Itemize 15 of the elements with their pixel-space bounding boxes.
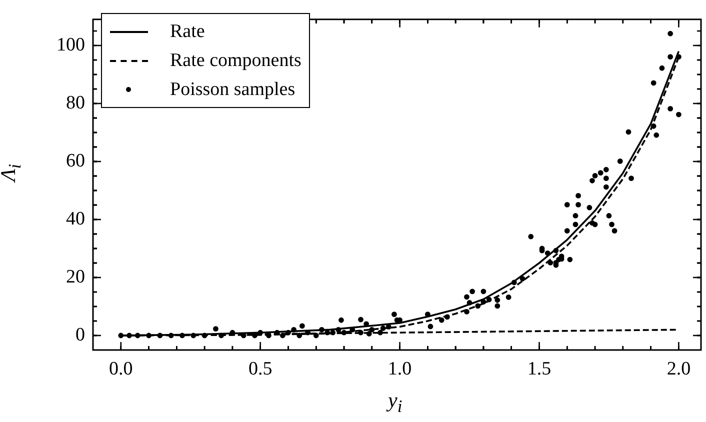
x-tick-label: 1.5 — [527, 358, 552, 380]
x-tick-label: 0.5 — [248, 358, 272, 380]
y-tick-label: 100 — [56, 34, 85, 56]
y-tick-label: 20 — [66, 266, 85, 288]
y-tick-label: 80 — [66, 92, 85, 114]
x-tick-label: 2.0 — [666, 358, 691, 380]
x-tick-label: 0.0 — [109, 358, 133, 380]
x-axis-title: y$_{i}$ — [388, 388, 402, 418]
y-tick-label: 60 — [66, 150, 85, 172]
legend-label: Rate components — [170, 50, 302, 72]
y-tick-label: 0 — [76, 324, 85, 346]
legend-label: Poisson samples — [170, 78, 296, 100]
legend-label: Rate — [170, 20, 205, 42]
y-tick-label: 40 — [66, 208, 85, 230]
x-tick-label: 1.0 — [388, 358, 412, 380]
